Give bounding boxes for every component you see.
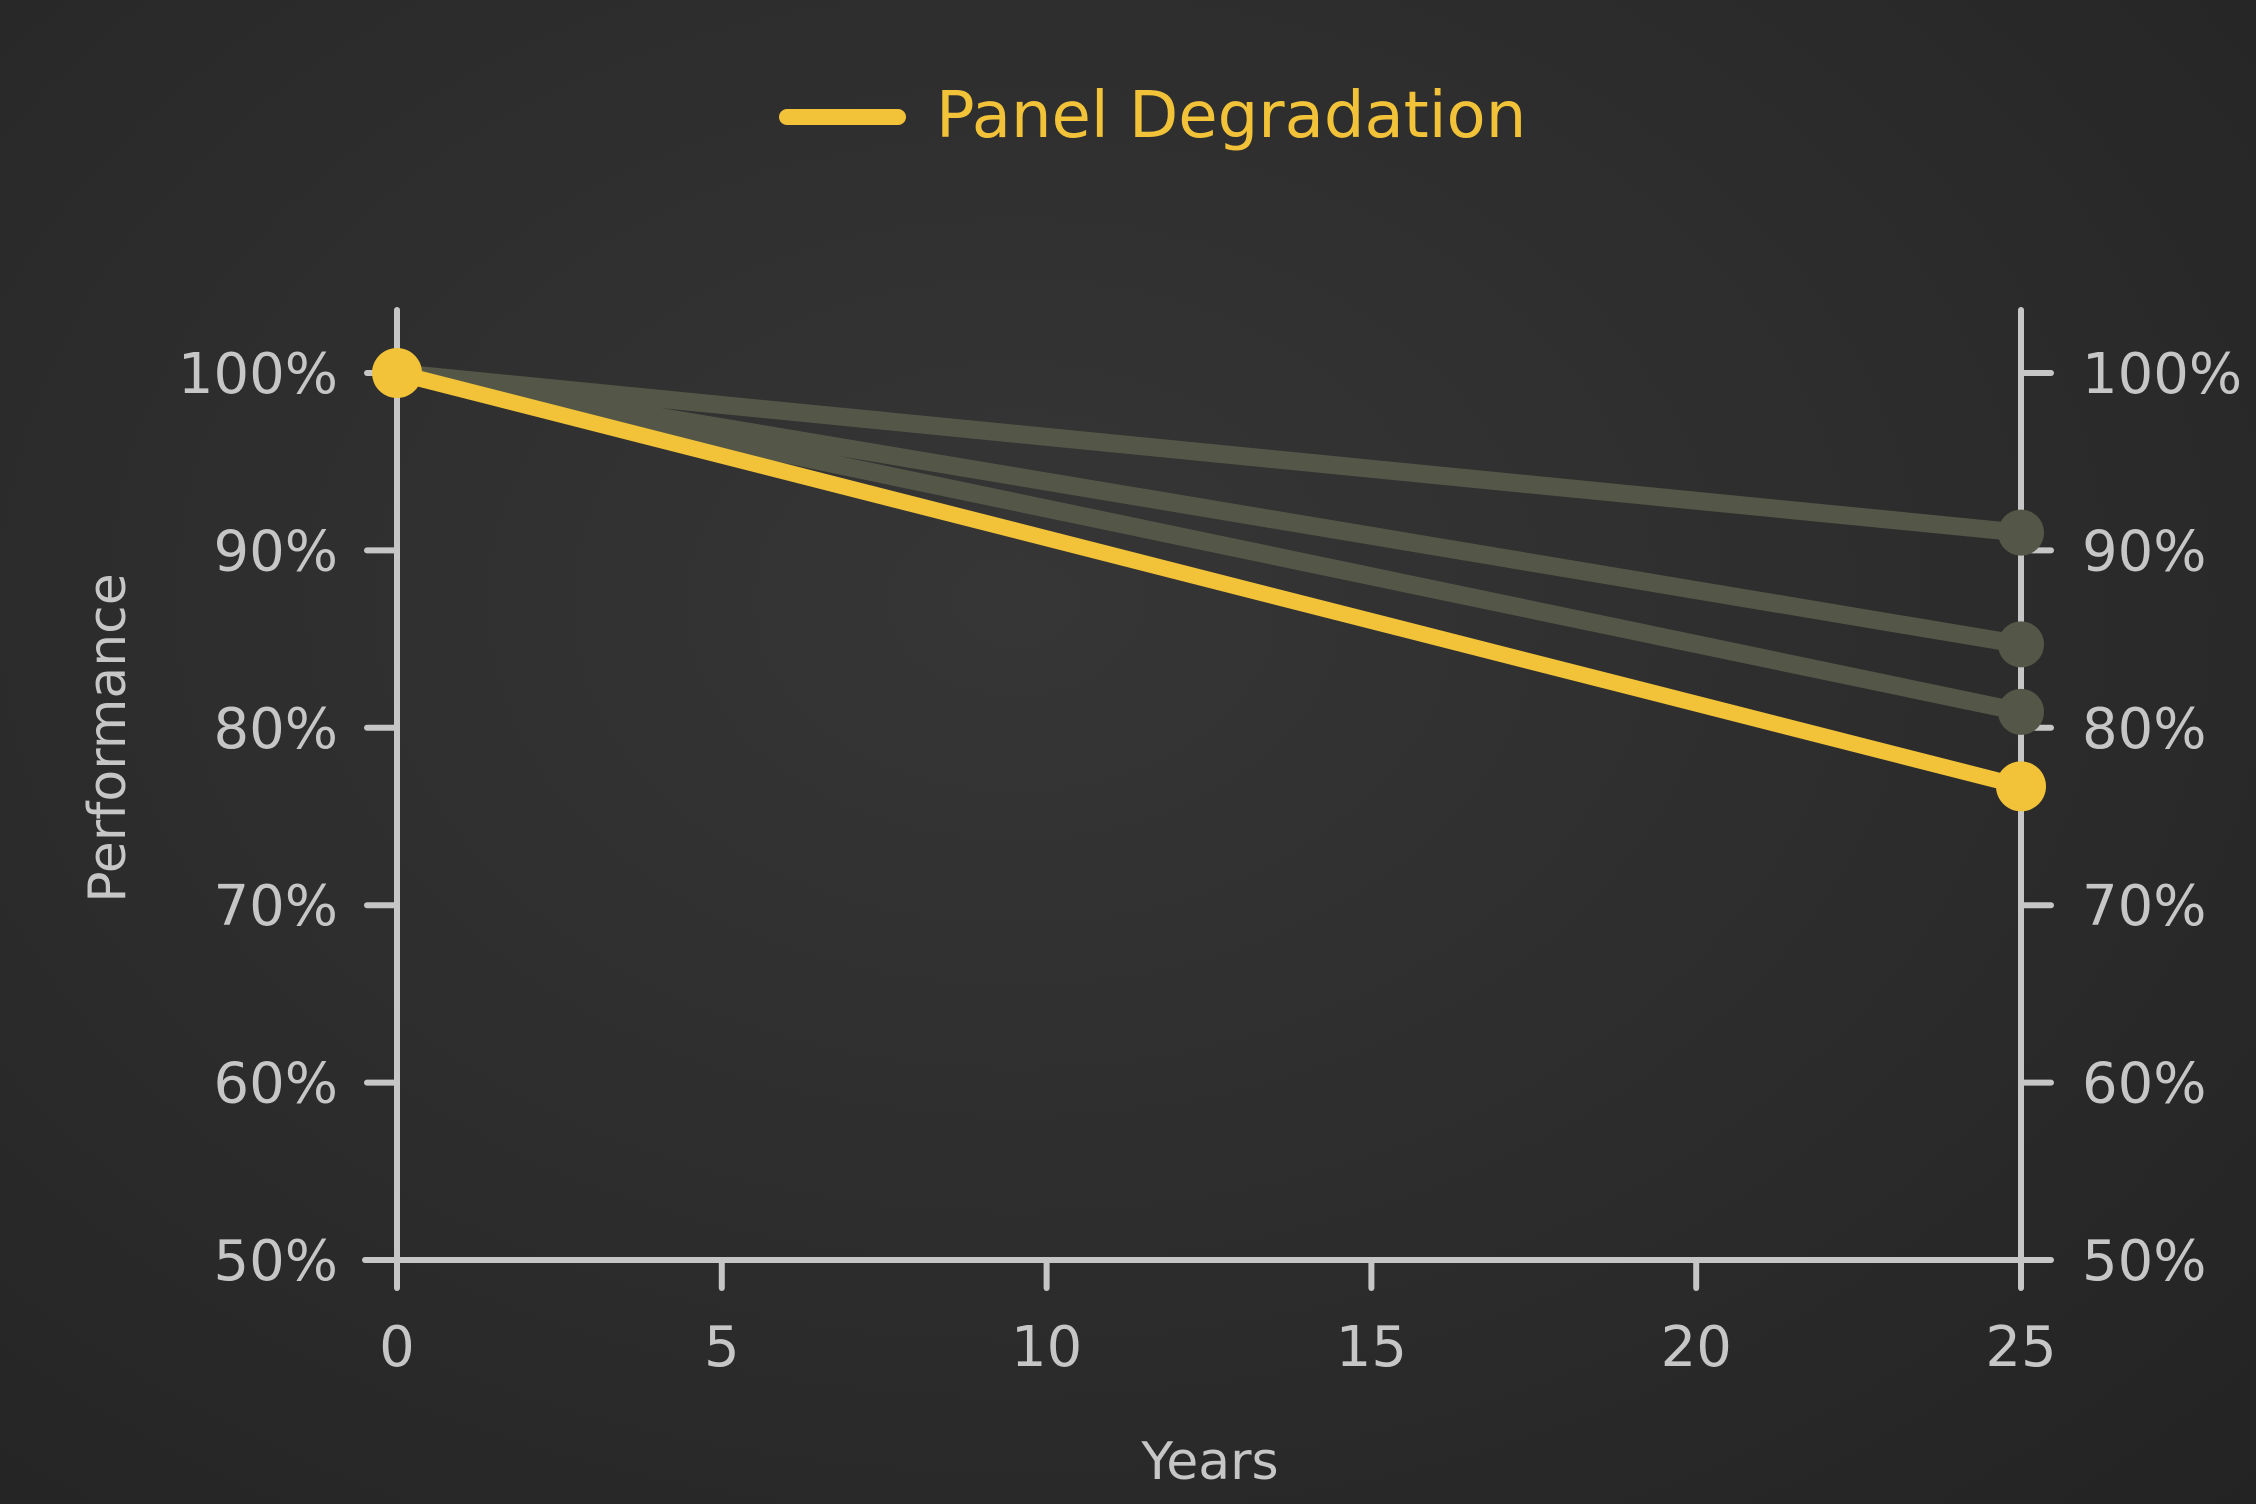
y-tick-label-left: 70% <box>214 874 338 939</box>
y-tick-label-right: 90% <box>2082 519 2206 584</box>
y-tick-label-left: 100% <box>178 342 338 407</box>
series-layer <box>372 348 2046 812</box>
x-axis-label: Years <box>1140 1432 1278 1492</box>
x-tick-label: 25 <box>1985 1315 2056 1380</box>
data-point-panel-degradation-0 <box>372 348 422 398</box>
axes: 50% 50% 60% 60% 70% 70% 80% 80% 90% 90% 100% 100% 0 5… <box>178 307 2242 1380</box>
legend: Panel Degradation <box>779 79 1526 153</box>
y-tick-label-left: 60% <box>214 1052 338 1117</box>
x-tick-label: 10 <box>1011 1315 1082 1380</box>
series-line-muted-2 <box>388 364 2030 721</box>
y-tick-label-right: 80% <box>2082 697 2206 762</box>
series-line-muted-0 <box>388 364 2030 542</box>
y-tick-label-right: 60% <box>2082 1052 2206 1117</box>
x-tick-label: 20 <box>1661 1315 1732 1380</box>
y-tick-label-left: 50% <box>214 1229 338 1294</box>
x-tick-label: 0 <box>379 1315 415 1380</box>
y-tick-label-right: 70% <box>2082 874 2206 939</box>
y-tick-label-right: 50% <box>2082 1229 2206 1294</box>
legend-label-panel-degradation: Panel Degradation <box>936 79 1526 153</box>
data-point-muted-1-1 <box>1998 621 2044 668</box>
series-line-panel-degradation <box>389 365 2029 795</box>
y-tick-label-right: 100% <box>2082 342 2242 407</box>
data-point-muted-2-1 <box>1998 688 2044 735</box>
x-tick-label: 5 <box>704 1315 740 1380</box>
x-tick-label: 15 <box>1336 1315 1407 1380</box>
data-point-panel-degradation-1 <box>1996 761 2046 812</box>
series-line-muted-1 <box>388 364 2030 654</box>
data-point-muted-0-1 <box>1998 509 2044 556</box>
y-tick-label-left: 80% <box>214 697 338 762</box>
y-axis-label: Performance <box>78 573 138 903</box>
y-tick-label-left: 90% <box>214 519 338 584</box>
